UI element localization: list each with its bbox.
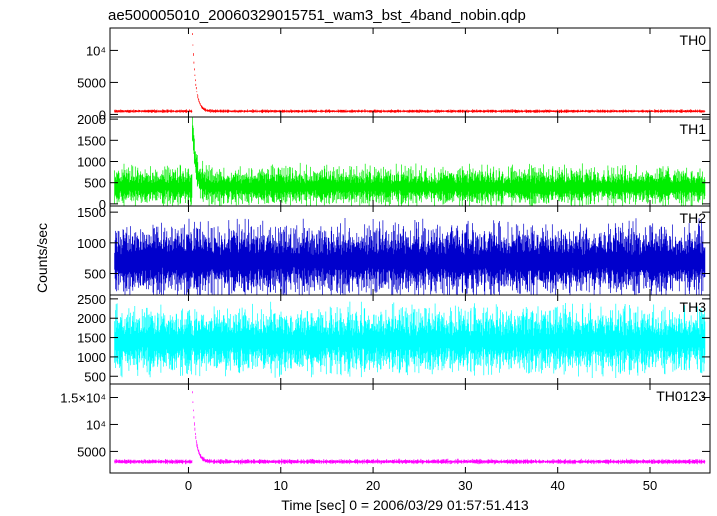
series-th2: [114, 218, 706, 295]
y-tick-label: 5000: [77, 75, 106, 90]
y-tick-label: 1000: [77, 155, 106, 170]
panel-th1: 0 500 1000 1500 2000 TH1: [77, 112, 711, 212]
chart-title: ae500005010_20060329015751_wam3_bst_4ban…: [108, 7, 526, 24]
panel-label: TH1: [680, 121, 707, 137]
y-tick-label: 2000: [77, 112, 106, 127]
panel-label: TH0123: [656, 388, 706, 404]
panel-label: TH0: [680, 32, 707, 48]
y-tick-label: 1500: [77, 331, 106, 346]
y-tick-label: 10⁴: [86, 417, 106, 432]
series-th0: [114, 33, 706, 114]
panel-th3: 500 1000 1500 2000 2500 TH3: [77, 292, 711, 385]
y-tick-label: 1000: [77, 350, 106, 365]
panel-th2: 500 1000 1500 TH2: [77, 205, 711, 296]
y-tick-label: 500: [84, 369, 106, 384]
y-tick-label: 5000: [77, 444, 106, 459]
x-tick-label: 40: [550, 478, 564, 493]
y-axis-label: Counts/sec: [34, 223, 50, 293]
panel-th0123: 5000 10⁴ 1.5×10⁴ TH0123: [60, 383, 711, 474]
y-tick-label: 1.5×10⁴: [60, 390, 106, 405]
y-tick-label: 0: [99, 107, 106, 122]
y-tick-label: 1000: [77, 236, 106, 251]
y-tick-label: 500: [84, 267, 106, 282]
x-axis: 0 10 20 30 40 50: [185, 478, 657, 493]
x-tick-label: 50: [643, 478, 657, 493]
y-tick-label: 1500: [77, 133, 106, 148]
panel-label: TH2: [680, 210, 707, 226]
y-tick-label: 500: [84, 176, 106, 191]
panels-group: 0 5000 10⁴ TH0 0 500 1000 1500 2000 TH1 500 1000 150…: [60, 27, 711, 474]
x-tick-label: 10: [274, 478, 288, 493]
panel-label: TH3: [680, 299, 707, 315]
y-tick-label: 1500: [77, 205, 106, 220]
series-th0123: [114, 391, 706, 465]
x-tick-label: 30: [458, 478, 472, 493]
y-tick-label: 0: [99, 197, 106, 212]
series-th1: [114, 117, 706, 206]
x-tick-label: 0: [185, 478, 192, 493]
panel-th0: 0 5000 10⁴ TH0: [77, 27, 711, 122]
panel-frame: [109, 383, 711, 474]
series-th3: [114, 301, 706, 378]
y-tick-label: 2000: [77, 311, 106, 326]
y-tick-label: 2500: [77, 292, 106, 307]
x-tick-label: 20: [366, 478, 380, 493]
x-axis-label: Time [sec] 0 = 2006/03/29 01:57:51.413: [281, 497, 529, 513]
y-tick-label: 10⁴: [86, 43, 106, 58]
